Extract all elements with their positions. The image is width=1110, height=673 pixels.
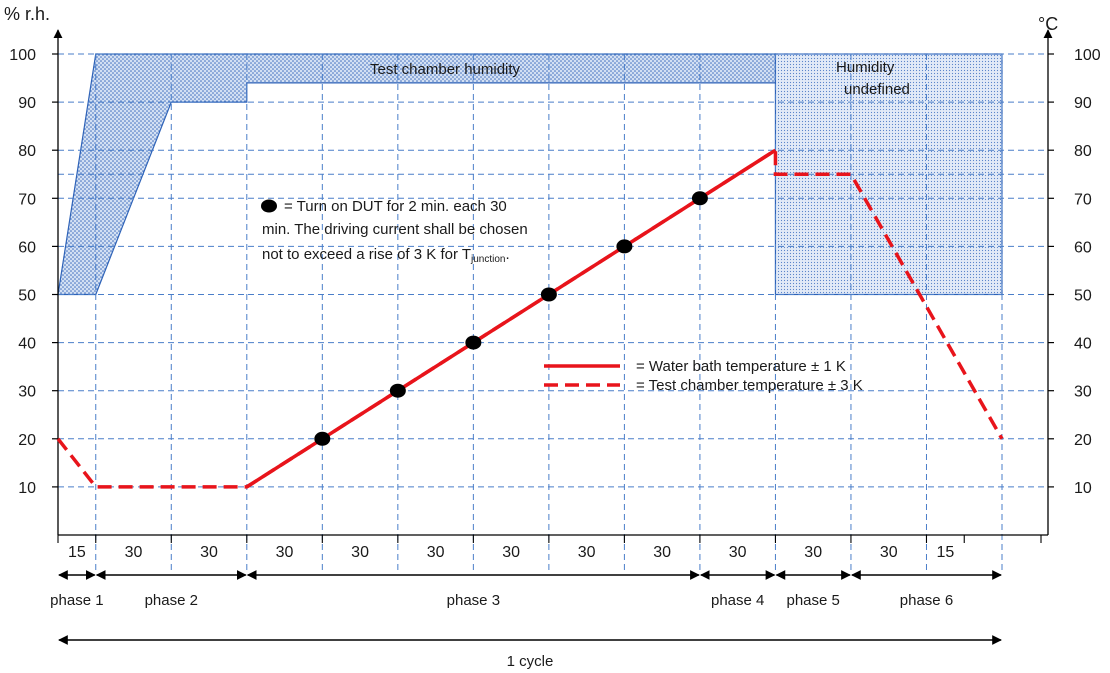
y-tick-label-left: 20: [18, 432, 36, 449]
y-tick-label-left: 80: [18, 143, 36, 160]
y-tick-label-right: 30: [1074, 384, 1092, 401]
y-tick-label-right: 40: [1074, 336, 1092, 353]
dut-note-line1: = Turn on DUT for 2 min. each 30: [284, 198, 507, 215]
dut-marker: [389, 383, 406, 398]
dut-note-line2: min. The driving current shall be chosen: [262, 221, 528, 238]
x-segment-label: 30: [578, 544, 596, 561]
dut-note-subscript: junction: [470, 254, 505, 265]
x-segment-label: 15: [68, 544, 86, 561]
y-tick-label-left: 90: [18, 95, 36, 112]
svg-text:not to exceed a rise of 3 K fo: not to exceed a rise of 3 K for Tjunctio…: [262, 246, 510, 265]
y-tick-label-left: 10: [18, 480, 36, 497]
x-segment-label: 30: [804, 544, 822, 561]
dut-marker: [540, 287, 557, 302]
phase-label: phase 6: [900, 592, 953, 609]
dut-legend-marker: [261, 199, 277, 213]
phase-label: phase 4: [711, 592, 764, 609]
dut-note-suffix: .: [505, 246, 509, 263]
x-segment-label: 30: [125, 544, 143, 561]
phase-label: phase 1: [50, 592, 103, 609]
y-tick-label-left: 60: [18, 239, 36, 256]
x-segment-label: 30: [200, 544, 218, 561]
x-segment-label: 15: [936, 544, 954, 561]
left-axis-label: % r.h.: [4, 4, 50, 24]
y-tick-label-right: 100: [1074, 47, 1101, 64]
y-tick-label-right: 70: [1074, 191, 1092, 208]
dut-marker: [616, 239, 633, 254]
svg-text:Humidity: Humidity: [836, 59, 895, 76]
x-segment-label: 30: [502, 544, 520, 561]
y-tick-label-right: 80: [1074, 143, 1092, 160]
legend-solid-label: = Water bath temperature ± 1 K: [636, 358, 846, 375]
dut-marker: [691, 191, 708, 206]
x-segment-label: 30: [427, 544, 445, 561]
svg-text:undefined: undefined: [844, 81, 910, 98]
y-tick-label-right: 20: [1074, 432, 1092, 449]
y-tick-label-right: 10: [1074, 480, 1092, 497]
dut-marker: [314, 431, 331, 446]
y-tick-label-right: 90: [1074, 95, 1092, 112]
y-tick-label-left: 30: [18, 384, 36, 401]
humidity-band-label: Test chamber humidity: [370, 61, 521, 78]
y-tick-label-left: 100: [9, 47, 36, 64]
x-segment-label: 30: [880, 544, 898, 561]
dut-note: = Turn on DUT for 2 min. each 30 min. Th…: [261, 198, 528, 265]
y-tick-label-left: 40: [18, 336, 36, 353]
humidity-undefined-label: Humidity undefined: [836, 59, 910, 98]
y-tick-label-right: 60: [1074, 239, 1092, 256]
cycle-label: 1 cycle: [507, 653, 554, 670]
y-tick-label-left: 50: [18, 288, 36, 305]
x-segment-label: 30: [276, 544, 294, 561]
dut-marker: [465, 335, 482, 350]
y-tick-label-right: 50: [1074, 288, 1092, 305]
dut-note-line3: not to exceed a rise of 3 K for T: [262, 246, 471, 263]
x-segment-label: 30: [729, 544, 747, 561]
right-axis-label: °C: [1038, 14, 1058, 34]
phase-label: phase 3: [447, 592, 500, 609]
phase-label: phase 5: [787, 592, 840, 609]
legend: = Water bath temperature ± 1 K = Test ch…: [544, 358, 863, 394]
x-segment-label: 30: [653, 544, 671, 561]
phase-label: phase 2: [145, 592, 198, 609]
y-tick-label-left: 70: [18, 191, 36, 208]
legend-dashed-label: = Test chamber temperature ± 3 K: [636, 377, 863, 394]
x-segment-label: 30: [351, 544, 369, 561]
